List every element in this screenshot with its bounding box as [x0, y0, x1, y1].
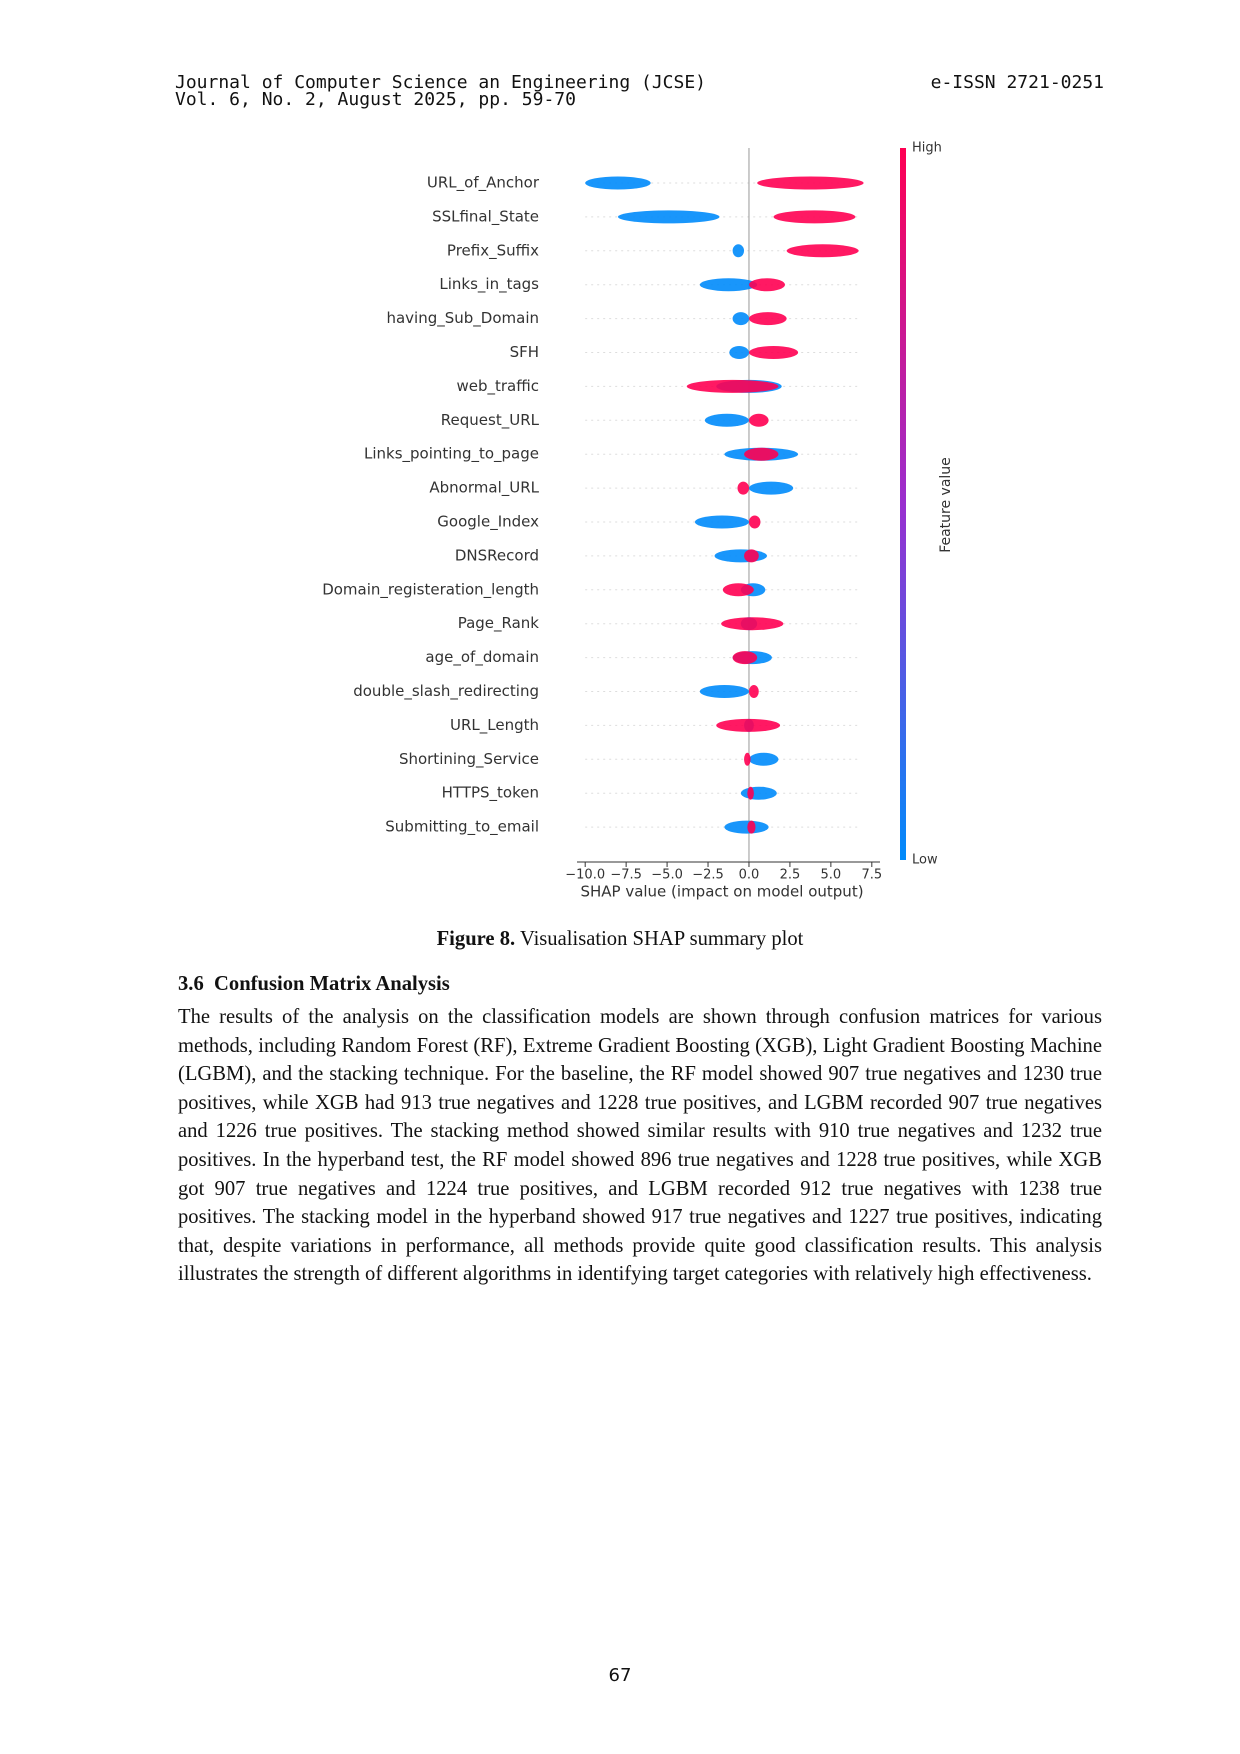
swarm-1	[740, 786, 777, 800]
swarm-0	[686, 379, 779, 393]
swarm-1	[714, 549, 767, 563]
swarm-0	[748, 278, 786, 292]
x-tick-label: 7.5	[861, 868, 882, 883]
feature-label: Abnormal_URL	[429, 479, 539, 498]
swarm-1	[748, 752, 779, 766]
feature-label: HTTPS_token	[442, 784, 539, 803]
shap-plot: High Low Feature value SHAP value (impac…	[322, 141, 954, 901]
colorbar-high: High	[912, 141, 942, 156]
x-tick-label: −7.5	[610, 868, 642, 883]
caption-label: Figure 8.	[436, 928, 516, 950]
swarm-0	[744, 447, 779, 461]
swarm-0	[748, 346, 799, 359]
section-heading: 3.6 Confusion Matrix Analysis	[178, 973, 450, 995]
swarm-0	[747, 820, 756, 834]
volume: Vol. 6, No. 2, August 2025, pp. 59-70	[175, 89, 576, 110]
swarm-0	[744, 549, 759, 563]
feature-label: age_of_domain	[425, 648, 539, 667]
feature-label: Prefix_Suffix	[447, 241, 539, 260]
swarm-0	[716, 718, 781, 732]
figure-caption: Figure 8. Visualisation SHAP summary plo…	[0, 928, 1240, 951]
feature-label: SSLfinal_State	[432, 207, 539, 226]
swarm-1	[585, 176, 651, 190]
feature-label: web_traffic	[456, 377, 539, 396]
x-tick-label: −2.5	[692, 868, 724, 883]
swarm-0	[747, 786, 754, 800]
swarm-1	[699, 685, 749, 698]
swarm-0	[773, 210, 856, 224]
swarm-0	[732, 651, 758, 665]
swarm-0	[721, 617, 784, 631]
swarm-1	[732, 312, 749, 326]
feature-label: double_slash_redirecting	[353, 682, 539, 701]
swarm-1	[617, 210, 720, 224]
swarm-1	[732, 244, 745, 258]
swarm-0	[748, 685, 759, 698]
swarm-0	[786, 244, 859, 258]
x-tick-label: 5.0	[821, 868, 842, 883]
journal-name: Journal of Computer Science an Engineeri…	[175, 72, 707, 93]
swarm-1	[729, 346, 749, 359]
feature-label: DNSRecord	[455, 546, 539, 564]
page-number: 67	[608, 1665, 632, 1686]
colorbar-label: Feature value	[938, 457, 954, 553]
feature-label: SFH	[510, 343, 539, 361]
x-tick-label: −10.0	[565, 868, 605, 883]
feature-label: Request_URL	[441, 411, 540, 430]
feature-label: Submitting_to_email	[385, 818, 539, 837]
colorbar	[900, 148, 906, 860]
feature-label: URL_Length	[450, 716, 539, 735]
feature-label: Links_in_tags	[439, 275, 539, 294]
colorbar-low: Low	[912, 853, 938, 868]
swarm-1	[694, 515, 749, 529]
caption-text: Visualisation SHAP summary plot	[519, 928, 804, 950]
swarm-0	[748, 312, 787, 326]
swarm-1	[699, 278, 758, 292]
swarm-0	[722, 583, 754, 597]
swarm-1	[748, 481, 794, 495]
swarm-0	[757, 176, 864, 190]
swarm-0	[748, 515, 761, 529]
swarm-1	[704, 413, 749, 427]
x-axis-label: SHAP value (impact on model output)	[580, 883, 863, 901]
issn: e-ISSN 2721-0251	[930, 72, 1104, 93]
paragraph: The results of the analysis on the class…	[178, 1006, 1102, 1286]
swarm-1	[724, 820, 769, 834]
swarm-0	[744, 752, 751, 766]
x-tick-label: −5.0	[651, 868, 683, 883]
x-tick-label: 0.0	[739, 868, 760, 883]
feature-label: having_Sub_Domain	[386, 309, 539, 328]
swarm-0	[737, 481, 749, 495]
feature-label: URL_of_Anchor	[427, 174, 540, 193]
feature-label: Shortining_Service	[399, 750, 539, 769]
feature-label: Domain_registeration_length	[322, 580, 539, 599]
feature-label: Page_Rank	[458, 614, 540, 633]
x-tick-label: 2.5	[780, 868, 801, 883]
feature-label: Links_pointing_to_page	[364, 445, 539, 464]
feature-label: Google_Index	[437, 513, 539, 532]
swarm-0	[748, 413, 769, 427]
